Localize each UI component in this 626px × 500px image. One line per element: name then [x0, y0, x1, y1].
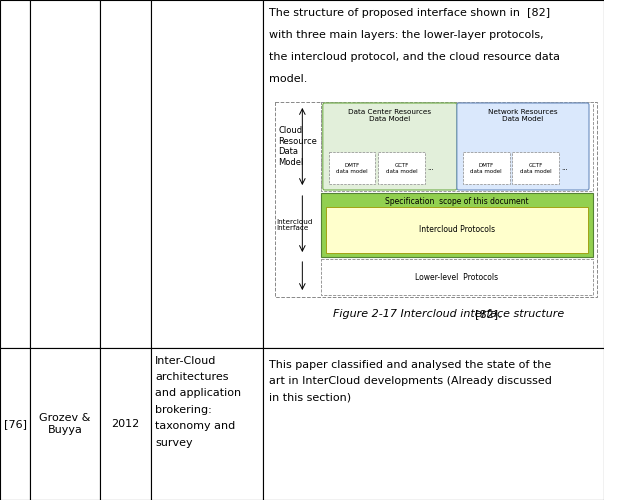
Text: The structure of proposed interface shown in  [82]: The structure of proposed interface show… [269, 8, 550, 18]
Text: This paper classified and analysed the state of the
art in InterCloud developmen: This paper classified and analysed the s… [269, 360, 552, 403]
Bar [275, 102, 597, 297]
Bar [321, 193, 593, 257]
Text: Specification  scope of this document: Specification scope of this document [385, 197, 529, 206]
Text: [76]: [76] [4, 419, 27, 428]
Text: Intercloud Protocols: Intercloud Protocols [419, 226, 495, 234]
Bar [151, 348, 263, 500]
Bar [100, 348, 151, 500]
Text: Grozev &
Buyya: Grozev & Buyya [39, 413, 91, 434]
Text: DMTF
data model: DMTF data model [336, 163, 368, 173]
FancyBboxPatch shape [457, 103, 589, 190]
Text: GCTF
data model: GCTF data model [520, 163, 552, 173]
Bar [329, 152, 376, 184]
Text: ...: ... [427, 165, 434, 171]
Text: the intercloud protocol, and the cloud resource data: the intercloud protocol, and the cloud r… [269, 52, 560, 62]
Text: GCTF
data model: GCTF data model [386, 163, 418, 173]
Text: Inter-Cloud
architectures
and application
brokering:
taxonomy and
survey: Inter-Cloud architectures and applicatio… [155, 356, 241, 448]
Bar [151, 0, 263, 348]
Bar [321, 259, 593, 295]
Bar [326, 207, 588, 253]
Text: 2012: 2012 [111, 419, 140, 428]
Bar [263, 0, 605, 348]
Text: Intercloud
Interface: Intercloud Interface [277, 218, 313, 232]
Text: Figure 2-17 Intercloud interface structure: Figure 2-17 Intercloud interface structu… [332, 309, 567, 319]
FancyBboxPatch shape [323, 103, 457, 190]
Text: Network Resources
Data Model: Network Resources Data Model [488, 109, 558, 122]
Text: [82].: [82]. [475, 309, 502, 319]
Bar [513, 152, 559, 184]
Bar [30, 348, 100, 500]
Bar [30, 0, 100, 348]
Bar [263, 348, 605, 500]
Bar [0, 348, 30, 500]
Text: Cloud
Resource
Data
Model: Cloud Resource Data Model [279, 126, 317, 166]
Text: model.: model. [269, 74, 307, 84]
Text: Lower-level  Protocols: Lower-level Protocols [415, 272, 498, 281]
Text: with three main layers: the lower-layer protocols,: with three main layers: the lower-layer … [269, 30, 543, 40]
Bar [100, 0, 151, 348]
Text: DMTF
data model: DMTF data model [470, 163, 502, 173]
Text: Data Center Resources
Data Model: Data Center Resources Data Model [348, 109, 431, 122]
Bar [378, 152, 425, 184]
Text: ...: ... [562, 165, 568, 171]
Bar [0, 0, 30, 348]
Bar [321, 102, 593, 191]
Bar [463, 152, 510, 184]
